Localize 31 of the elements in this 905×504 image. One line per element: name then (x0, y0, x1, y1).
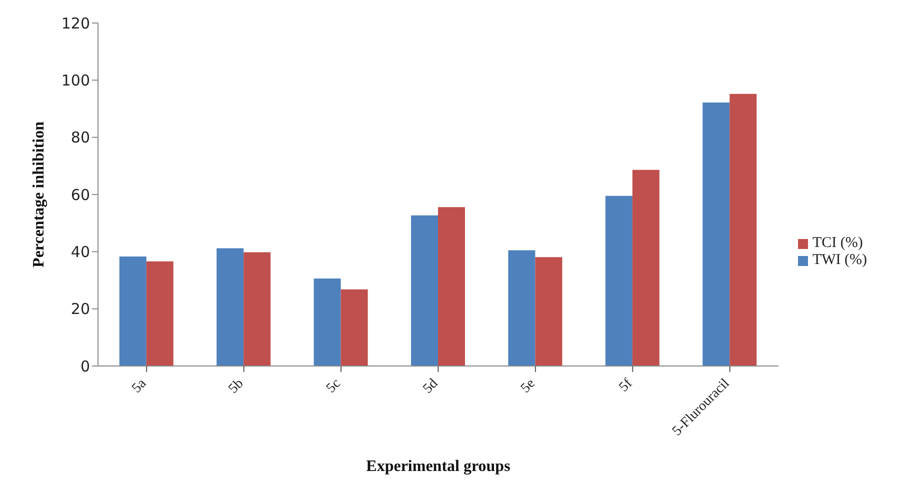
bar (314, 278, 341, 366)
x-tick-label: 5b (226, 376, 247, 397)
y-tick-label: 60 (70, 186, 90, 204)
y-axis-title: Percentage inhibition (30, 121, 48, 268)
legend-label: TCI (%) (812, 235, 863, 251)
x-tick-label: 5d (420, 376, 442, 397)
bar (119, 256, 146, 366)
bar (702, 102, 730, 366)
y-tick-label: 120 (61, 14, 90, 32)
bar (438, 207, 465, 366)
y-tick-label: 0 (80, 357, 90, 376)
x-axis-title: Experimental groups (366, 458, 510, 475)
bar (535, 257, 562, 366)
bar (340, 289, 368, 366)
x-tick-label: 5a (129, 376, 150, 396)
bar (632, 170, 660, 366)
y-tick-label: 20 (70, 300, 90, 318)
bar (216, 248, 244, 366)
y-tick-label: 40 (70, 242, 90, 261)
x-tick-label: 5f (616, 376, 636, 396)
y-tick-label: 80 (70, 128, 90, 147)
bar (411, 215, 438, 366)
bar (730, 94, 757, 366)
x-tick-label: 5c (324, 376, 344, 396)
x-tick-label: 5e (518, 376, 538, 396)
bar (146, 261, 174, 366)
legend-label: TWI (%) (812, 252, 867, 268)
bar (508, 250, 536, 366)
bar (605, 196, 632, 366)
bar (244, 252, 271, 366)
y-tick-label: 100 (61, 71, 90, 90)
